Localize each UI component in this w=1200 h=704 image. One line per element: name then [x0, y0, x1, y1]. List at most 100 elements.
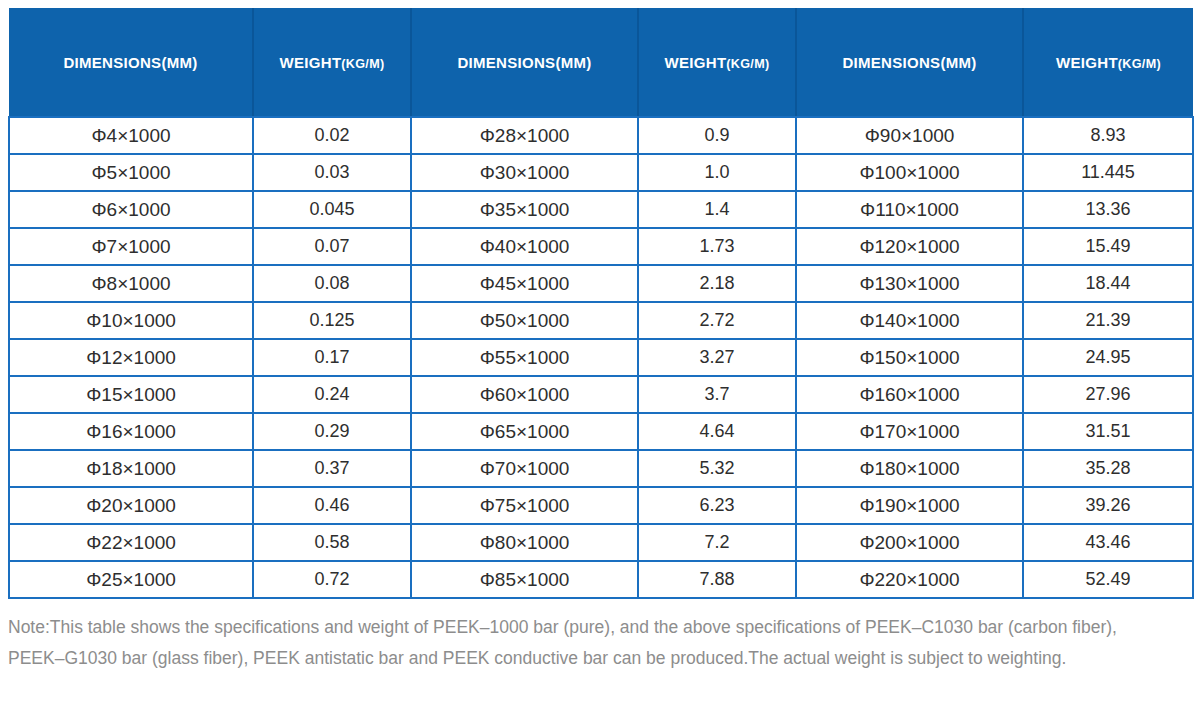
- weight-cell: 52.49: [1023, 561, 1193, 598]
- dimension-cell: Φ15×1000: [9, 376, 253, 413]
- column-header-label: DIMENSIONS: [842, 54, 940, 71]
- dimension-cell: Φ20×1000: [9, 487, 253, 524]
- header-row: DIMENSIONS(MM)WEIGHT(KG/M)DIMENSIONS(MM)…: [9, 8, 1193, 117]
- column-header-weight-1: WEIGHT(KG/M): [253, 8, 411, 117]
- column-header-unit: (MM): [940, 54, 976, 71]
- weight-cell: 21.39: [1023, 302, 1193, 339]
- weight-cell: 0.02: [253, 117, 411, 154]
- weight-cell: 0.045: [253, 191, 411, 228]
- column-header-unit: (KG/M): [1118, 57, 1161, 71]
- weight-cell: 8.93: [1023, 117, 1193, 154]
- weight-cell: 0.07: [253, 228, 411, 265]
- dimension-cell: Φ220×1000: [796, 561, 1023, 598]
- dimension-cell: Φ170×1000: [796, 413, 1023, 450]
- dimension-cell: Φ16×1000: [9, 413, 253, 450]
- column-header-label: WEIGHT: [280, 54, 342, 71]
- weight-cell: 31.51: [1023, 413, 1193, 450]
- column-header-unit: (KG/M): [341, 57, 384, 71]
- dimension-cell: Φ5×1000: [9, 154, 253, 191]
- weight-cell: 3.7: [638, 376, 796, 413]
- weight-cell: 0.03: [253, 154, 411, 191]
- weight-cell: 0.58: [253, 524, 411, 561]
- dimension-cell: Φ22×1000: [9, 524, 253, 561]
- table-row: Φ8×10000.08Φ45×10002.18Φ130×100018.44: [9, 265, 1193, 302]
- dimension-cell: Φ4×1000: [9, 117, 253, 154]
- table-row: Φ6×10000.045Φ35×10001.4Φ110×100013.36: [9, 191, 1193, 228]
- table-row: Φ18×10000.37Φ70×10005.32Φ180×100035.28: [9, 450, 1193, 487]
- column-header-dimensions-4: DIMENSIONS(MM): [796, 8, 1023, 117]
- footnote: Note:This table shows the specifications…: [8, 612, 1192, 674]
- table-row: Φ16×10000.29Φ65×10004.64Φ170×100031.51: [9, 413, 1193, 450]
- weight-cell: 18.44: [1023, 265, 1193, 302]
- column-header-unit: (KG/M): [726, 57, 769, 71]
- column-header-label: DIMENSIONS: [457, 54, 555, 71]
- table-row: Φ20×10000.46Φ75×10006.23Φ190×100039.26: [9, 487, 1193, 524]
- column-header-unit: (MM): [161, 54, 197, 71]
- weight-cell: 0.37: [253, 450, 411, 487]
- weight-cell: 1.73: [638, 228, 796, 265]
- dimension-cell: Φ180×1000: [796, 450, 1023, 487]
- weight-cell: 27.96: [1023, 376, 1193, 413]
- dimension-cell: Φ55×1000: [411, 339, 638, 376]
- column-header-weight-3: WEIGHT(KG/M): [638, 8, 796, 117]
- dimension-cell: Φ60×1000: [411, 376, 638, 413]
- dimension-cell: Φ160×1000: [796, 376, 1023, 413]
- column-header-label: WEIGHT: [665, 54, 727, 71]
- weight-cell: 1.0: [638, 154, 796, 191]
- dimension-cell: Φ70×1000: [411, 450, 638, 487]
- dimension-cell: Φ50×1000: [411, 302, 638, 339]
- column-header-label: WEIGHT: [1056, 54, 1118, 71]
- dimension-cell: Φ200×1000: [796, 524, 1023, 561]
- dimension-cell: Φ12×1000: [9, 339, 253, 376]
- table-body: Φ4×10000.02Φ28×10000.9Φ90×10008.93 Φ5×100…: [9, 117, 1193, 598]
- weight-cell: 39.26: [1023, 487, 1193, 524]
- dimension-cell: Φ100×1000: [796, 154, 1023, 191]
- weight-cell: 2.72: [638, 302, 796, 339]
- table-row: Φ7×10000.07Φ40×10001.73Φ120×100015.49: [9, 228, 1193, 265]
- footnote-line-1: Note:This table shows the specifications…: [8, 612, 1192, 643]
- weight-cell: 43.46: [1023, 524, 1193, 561]
- dimension-cell: Φ28×1000: [411, 117, 638, 154]
- dimension-cell: Φ140×1000: [796, 302, 1023, 339]
- weight-cell: 15.49: [1023, 228, 1193, 265]
- column-header-dimensions-0: DIMENSIONS(MM): [9, 8, 253, 117]
- dimension-cell: Φ7×1000: [9, 228, 253, 265]
- weight-cell: 0.24: [253, 376, 411, 413]
- table-row: Φ25×10000.72Φ85×10007.88Φ220×100052.49: [9, 561, 1193, 598]
- weight-cell: 3.27: [638, 339, 796, 376]
- weight-cell: 7.2: [638, 524, 796, 561]
- dimension-cell: Φ40×1000: [411, 228, 638, 265]
- column-header-weight-5: WEIGHT(KG/M): [1023, 8, 1193, 117]
- weight-cell: 4.64: [638, 413, 796, 450]
- dimension-cell: Φ10×1000: [9, 302, 253, 339]
- weight-cell: 5.32: [638, 450, 796, 487]
- weight-cell: 0.125: [253, 302, 411, 339]
- weight-cell: 0.08: [253, 265, 411, 302]
- weight-cell: 7.88: [638, 561, 796, 598]
- dimension-cell: Φ25×1000: [9, 561, 253, 598]
- weight-cell: 0.9: [638, 117, 796, 154]
- dimension-cell: Φ190×1000: [796, 487, 1023, 524]
- dimension-cell: Φ8×1000: [9, 265, 253, 302]
- weight-cell: 35.28: [1023, 450, 1193, 487]
- column-header-dimensions-2: DIMENSIONS(MM): [411, 8, 638, 117]
- weight-cell: 1.4: [638, 191, 796, 228]
- dimension-cell: Φ120×1000: [796, 228, 1023, 265]
- weight-cell: 11.445: [1023, 154, 1193, 191]
- dimension-cell: Φ85×1000: [411, 561, 638, 598]
- weight-cell: 0.17: [253, 339, 411, 376]
- dimension-cell: Φ45×1000: [411, 265, 638, 302]
- dimension-cell: Φ80×1000: [411, 524, 638, 561]
- column-header-unit: (MM): [555, 54, 591, 71]
- weight-cell: 0.29: [253, 413, 411, 450]
- dimension-cell: Φ6×1000: [9, 191, 253, 228]
- dimension-cell: Φ110×1000: [796, 191, 1023, 228]
- dimension-cell: Φ90×1000: [796, 117, 1023, 154]
- dimension-cell: Φ75×1000: [411, 487, 638, 524]
- peek-bar-weight-spec-page: DIMENSIONS(MM)WEIGHT(KG/M)DIMENSIONS(MM)…: [0, 0, 1200, 704]
- dimension-cell: Φ35×1000: [411, 191, 638, 228]
- spec-table: DIMENSIONS(MM)WEIGHT(KG/M)DIMENSIONS(MM)…: [8, 8, 1194, 599]
- dimension-cell: Φ130×1000: [796, 265, 1023, 302]
- table-row: Φ15×10000.24Φ60×10003.7Φ160×100027.96: [9, 376, 1193, 413]
- footnote-line-2: PEEK–G1030 bar (glass fiber), PEEK antis…: [8, 643, 1192, 674]
